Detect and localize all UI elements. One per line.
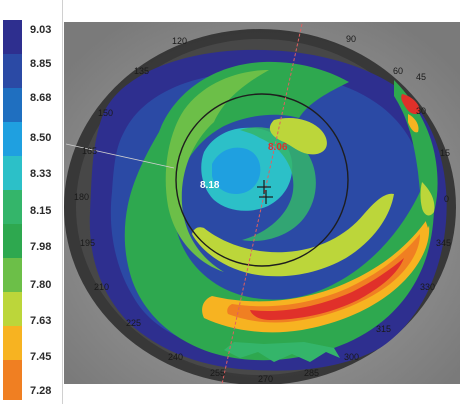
horizontal-guide: [65, 143, 175, 169]
angle-label: 345: [436, 238, 451, 248]
scale-label: 8.68: [30, 92, 52, 104]
zone-yellow-green-upper: [269, 118, 327, 155]
scale-swatch: [3, 326, 22, 360]
zone-light-blue: [212, 147, 261, 194]
scale-label: 7.28: [30, 385, 52, 397]
central-value-label: 8.18: [200, 180, 220, 191]
zone-bottom-edge: [224, 342, 340, 362]
scale-swatch: [3, 20, 22, 54]
zone-red-band: [250, 258, 404, 320]
zone-light-green: [165, 70, 269, 272]
scale-label: 8.85: [30, 58, 52, 70]
angle-label: 315: [376, 324, 391, 334]
scale-label: 8.15: [30, 205, 52, 217]
angle-label: 165: [82, 146, 97, 156]
crosshair-icon: [257, 180, 273, 204]
scale-swatch: [3, 156, 22, 190]
scale-label: 7.80: [30, 279, 52, 291]
angle-label: 330: [420, 282, 435, 292]
angle-label: 225: [126, 318, 141, 328]
angle-label: 195: [80, 238, 95, 248]
color-scale: 9.03 8.85 8.68 8.50 8.33 8.15 7.98 7.80 …: [0, 0, 63, 404]
angle-label: 135: [134, 66, 149, 76]
scale-swatch: [3, 122, 22, 156]
zone-yellow-band: [202, 218, 430, 333]
scale-swatch: [3, 54, 22, 88]
zone-yellow-green-lower: [192, 193, 394, 277]
angle-label: 30: [416, 106, 426, 116]
angle-label: 15: [440, 148, 450, 158]
angle-label: 0: [444, 194, 449, 204]
scale-swatch: [3, 88, 22, 122]
angle-label: 45: [416, 72, 426, 82]
angle-label: 270: [258, 374, 273, 384]
angle-label: 120: [172, 36, 187, 46]
highlight-value-label: 8.06: [268, 142, 288, 153]
zone-teal: [240, 127, 316, 242]
angle-label: 150: [98, 108, 113, 118]
topography-map: 120 90 60 135 45 150 30 165 15 180 0 195…: [64, 22, 460, 384]
zone-upper-right-warm: [408, 114, 419, 133]
zone-right-arc-yellow: [420, 182, 435, 216]
angle-label: 255: [210, 368, 225, 378]
scale-label: 7.45: [30, 351, 52, 363]
angle-label: 90: [346, 34, 356, 44]
zone-upper-right-hot: [401, 94, 420, 115]
angle-label: 285: [304, 368, 319, 378]
scale-label: 7.63: [30, 315, 52, 327]
scale-label: 8.50: [30, 132, 52, 144]
angle-label: 180: [74, 192, 89, 202]
reference-circle: [175, 93, 349, 267]
angle-label: 240: [168, 352, 183, 362]
topography-svg: 120 90 60 135 45 150 30 165 15 180 0 195…: [64, 22, 460, 384]
scale-swatch: [3, 360, 22, 400]
scale-swatch: [3, 224, 22, 258]
angle-label: 210: [94, 282, 109, 292]
scale-label: 7.98: [30, 241, 52, 253]
angle-label: 300: [344, 352, 359, 362]
meridian-line: [221, 23, 303, 384]
scale-swatch: [3, 258, 22, 292]
scale-swatch: [3, 292, 22, 326]
angle-label: 60: [393, 66, 403, 76]
scale-label: 8.33: [30, 168, 52, 180]
scale-label: 9.03: [30, 24, 52, 36]
scale-swatch: [3, 190, 22, 224]
